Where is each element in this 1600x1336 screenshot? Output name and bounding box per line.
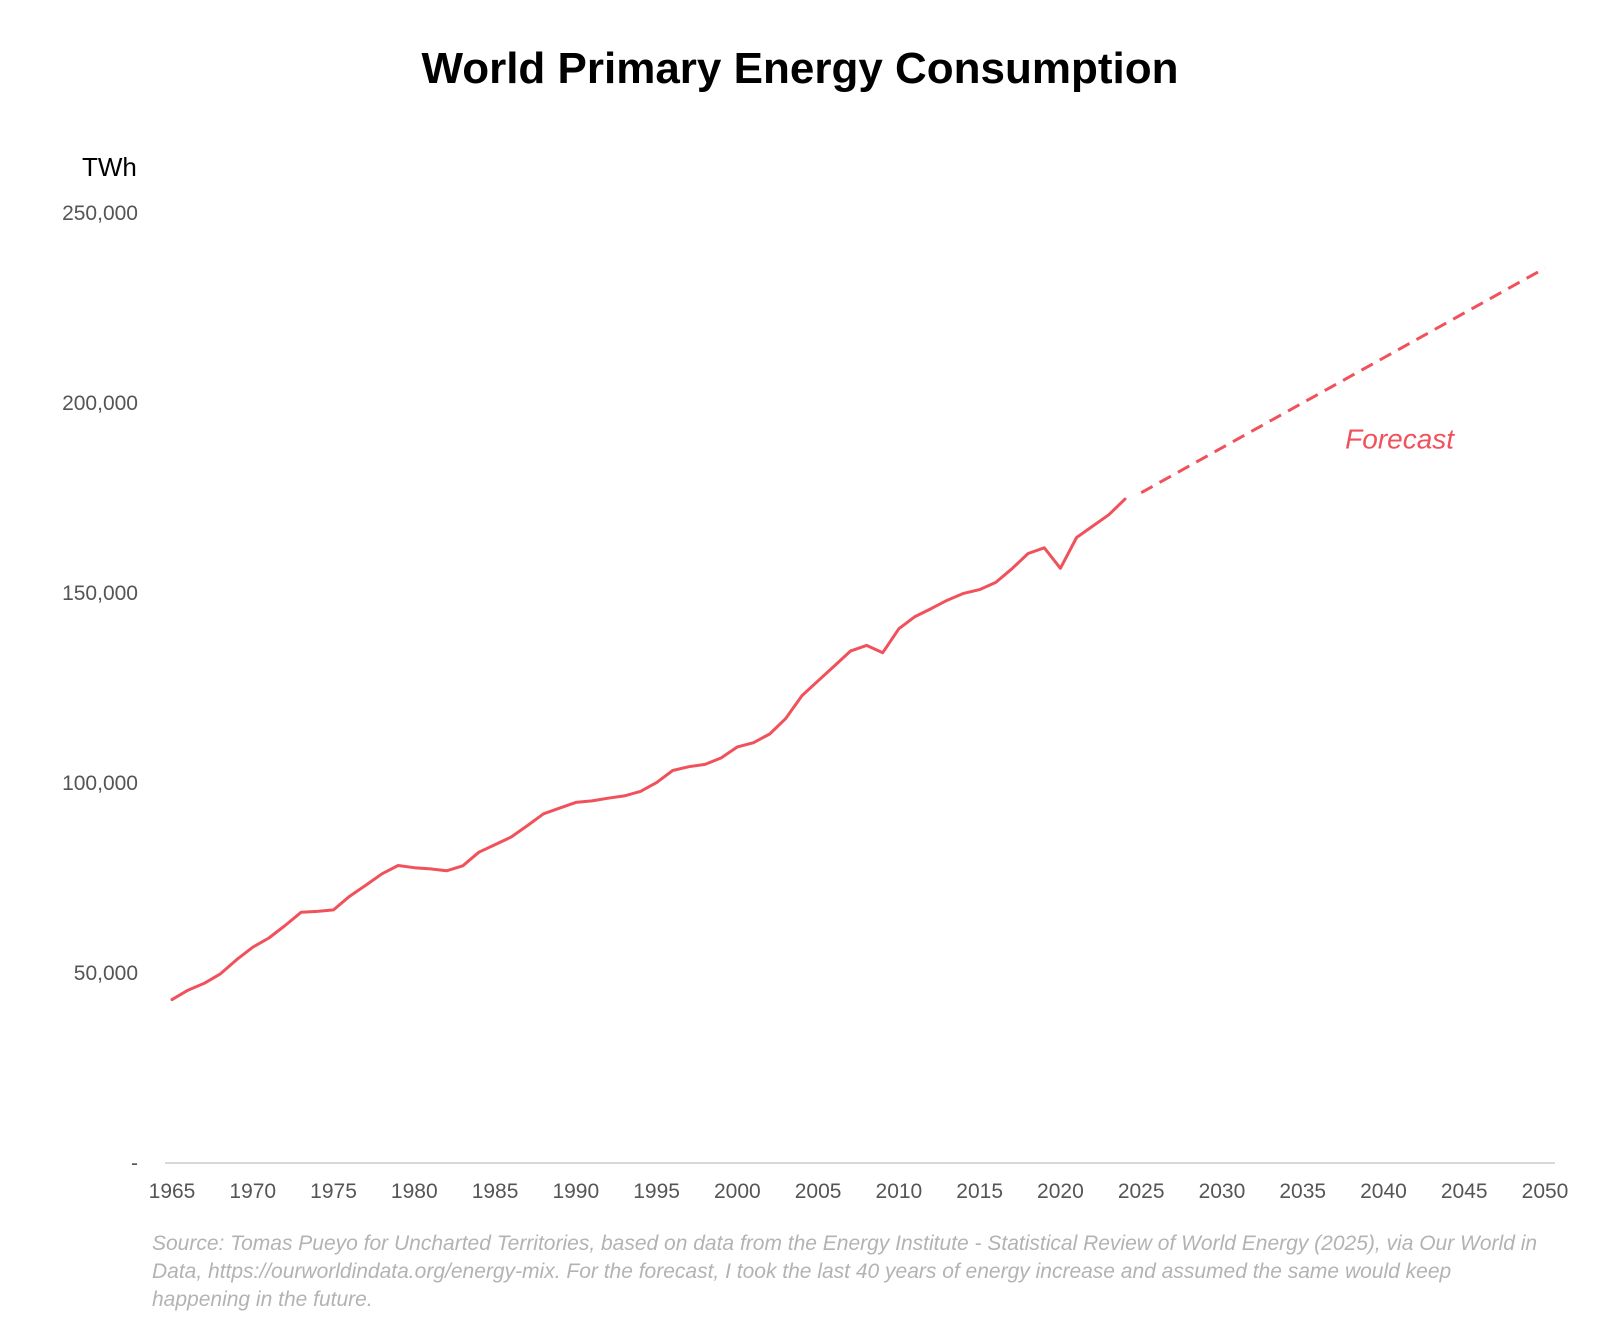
series-group: [170, 266, 1546, 1002]
x-tick-label: 1980: [391, 1180, 438, 1203]
y-tick-label: 200,000: [62, 392, 138, 415]
x-tick-label: 2015: [956, 1180, 1003, 1203]
x-tick-label: 2050: [1522, 1180, 1569, 1203]
x-tick-label: 2035: [1279, 1180, 1326, 1203]
y-tick-label: -: [131, 1152, 138, 1175]
x-tick-label: 2030: [1199, 1180, 1246, 1203]
x-tick-label: 2045: [1441, 1180, 1488, 1203]
x-tick-label: 2025: [1118, 1180, 1165, 1203]
y-tick-label: 150,000: [62, 582, 138, 605]
y-axis-unit-label: TWh: [82, 152, 137, 182]
y-axis-ticks: - 50,000 100,000 150,000 200,000 250,000: [62, 202, 138, 1175]
y-tick-label: 250,000: [62, 202, 138, 225]
x-tick-label: 2010: [876, 1180, 923, 1203]
x-tick-label: 2005: [795, 1180, 842, 1203]
x-tick-label: 2020: [1037, 1180, 1084, 1203]
x-tick-label: 2040: [1360, 1180, 1407, 1203]
annotations: Forecast: [1345, 424, 1455, 455]
x-tick-label: 1975: [310, 1180, 357, 1203]
x-tick-label: 1995: [633, 1180, 680, 1203]
x-tick-label: 1990: [552, 1180, 599, 1203]
x-axis-ticks: 1965 1970 1975 1980 1985 1990 1995 2000 2005 2010…: [149, 1180, 1569, 1203]
x-tick-label: 1985: [472, 1180, 519, 1203]
historical-series-line: [170, 497, 1127, 1002]
x-tick-label: 1965: [149, 1180, 196, 1203]
x-tick-label: 1970: [229, 1180, 276, 1203]
chart-title: World Primary Energy Consumption: [421, 44, 1179, 93]
x-tick-label: 2000: [714, 1180, 761, 1203]
forecast-series-line: [1140, 266, 1546, 495]
y-tick-label: 50,000: [74, 962, 138, 985]
y-tick-label: 100,000: [62, 772, 138, 795]
source-note: Source: Tomas Pueyo for Uncharted Territ…: [152, 1232, 1538, 1311]
forecast-annotation: Forecast: [1345, 424, 1455, 455]
